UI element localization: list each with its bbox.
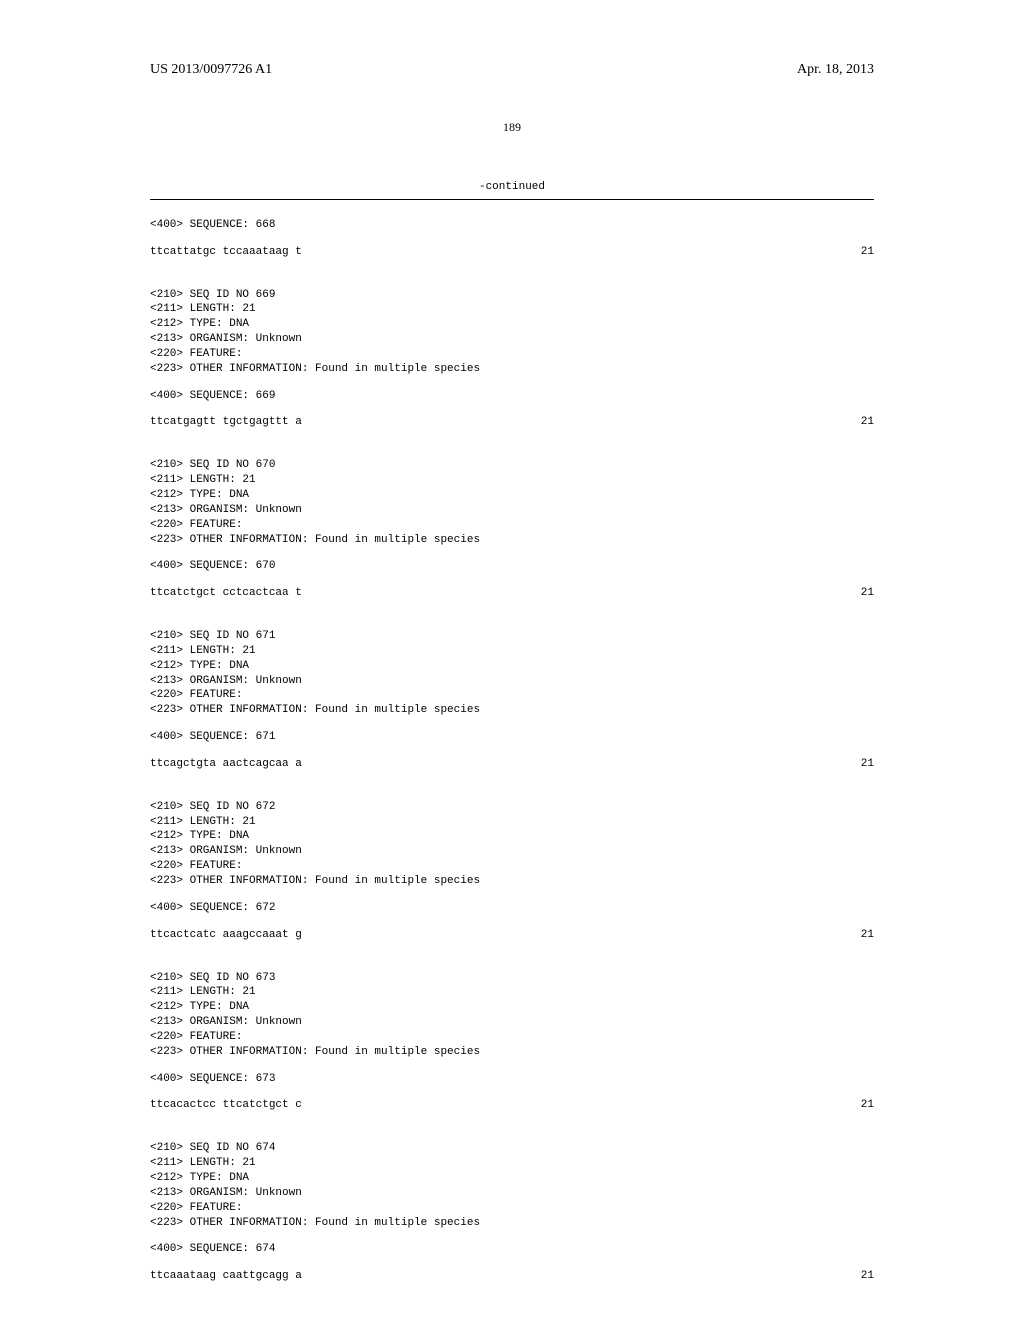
sequence-data-row: ttcatctgct cctcactcaa t 21 (150, 586, 874, 601)
sequence-header-line: <400> SEQUENCE: 670 (150, 559, 874, 574)
sequence-meta-line: <220> FEATURE: (150, 688, 874, 703)
sequence-meta-line: <210> SEQ ID NO 673 (150, 971, 874, 986)
sequence-data: ttcactcatc aaagccaaat g (150, 928, 302, 943)
sequence-meta-line: <211> LENGTH: 21 (150, 815, 874, 830)
header-date: Apr. 18, 2013 (797, 62, 874, 78)
sequence-data-row: ttcagctgta aactcagcaa a 21 (150, 757, 874, 772)
sequence-block: <210> SEQ ID NO 672<211> LENGTH: 21<212>… (150, 800, 874, 943)
sequence-header-line: <400> SEQUENCE: 668 (150, 218, 874, 233)
sequence-length: 21 (861, 928, 874, 943)
sequence-meta-line: <213> ORGANISM: Unknown (150, 503, 874, 518)
sequence-data-row: ttcattatgc tccaaataag t 21 (150, 245, 874, 260)
sequence-header-line: <400> SEQUENCE: 673 (150, 1072, 874, 1087)
sequence-block: <210> SEQ ID NO 673<211> LENGTH: 21<212>… (150, 971, 874, 1114)
sequence-meta-line: <220> FEATURE: (150, 1030, 874, 1045)
sequence-meta-line: <212> TYPE: DNA (150, 488, 874, 503)
sequence-data: ttcattatgc tccaaataag t (150, 245, 302, 260)
sequence-meta-line: <213> ORGANISM: Unknown (150, 332, 874, 347)
sequence-length: 21 (861, 245, 874, 260)
continued-label: -continued (150, 180, 874, 195)
sequence-meta-line: <210> SEQ ID NO 669 (150, 288, 874, 303)
sequence-meta-line: <213> ORGANISM: Unknown (150, 674, 874, 689)
sequence-meta-line: <220> FEATURE: (150, 859, 874, 874)
sequence-meta-line: <211> LENGTH: 21 (150, 985, 874, 1000)
sequence-header-line: <400> SEQUENCE: 671 (150, 730, 874, 745)
sequence-meta-line: <211> LENGTH: 21 (150, 644, 874, 659)
sequence-meta-line: <213> ORGANISM: Unknown (150, 1015, 874, 1030)
sequence-meta-line: <220> FEATURE: (150, 347, 874, 362)
sequence-length: 21 (861, 757, 874, 772)
sequence-data: ttcaaataag caattgcagg a (150, 1269, 302, 1284)
sequence-length: 21 (861, 415, 874, 430)
sequence-meta-line: <210> SEQ ID NO 670 (150, 458, 874, 473)
header-publication-number: US 2013/0097726 A1 (150, 62, 272, 78)
sequence-meta-line: <220> FEATURE: (150, 518, 874, 533)
sequence-block: <210> SEQ ID NO 671<211> LENGTH: 21<212>… (150, 629, 874, 772)
sequence-meta-line: <223> OTHER INFORMATION: Found in multip… (150, 362, 874, 377)
sequence-meta-line: <213> ORGANISM: Unknown (150, 1186, 874, 1201)
sequence-length: 21 (861, 586, 874, 601)
sequence-meta-line: <211> LENGTH: 21 (150, 473, 874, 488)
divider-line (150, 199, 874, 200)
page-number: 189 (0, 120, 1024, 135)
sequence-meta-line: <223> OTHER INFORMATION: Found in multip… (150, 1216, 874, 1231)
sequence-meta-line: <211> LENGTH: 21 (150, 1156, 874, 1171)
sequence-meta-line: <212> TYPE: DNA (150, 317, 874, 332)
sequence-block: <210> SEQ ID NO 670<211> LENGTH: 21<212>… (150, 458, 874, 601)
sequence-meta-line: <210> SEQ ID NO 674 (150, 1141, 874, 1156)
sequence-meta-line: <210> SEQ ID NO 672 (150, 800, 874, 815)
sequence-length: 21 (861, 1269, 874, 1284)
sequence-data-row: ttcacactcc ttcatctgct c 21 (150, 1098, 874, 1113)
sequence-data-row: ttcatgagtt tgctgagttt a 21 (150, 415, 874, 430)
sequence-meta-line: <212> TYPE: DNA (150, 1171, 874, 1186)
sequence-data: ttcatgagtt tgctgagttt a (150, 415, 302, 430)
sequence-data-row: ttcaaataag caattgcagg a 21 (150, 1269, 874, 1284)
sequence-meta-line: <212> TYPE: DNA (150, 829, 874, 844)
sequence-data: ttcatctgct cctcactcaa t (150, 586, 302, 601)
sequence-meta-line: <211> LENGTH: 21 (150, 302, 874, 317)
sequence-block: <210> SEQ ID NO 674<211> LENGTH: 21<212>… (150, 1141, 874, 1284)
sequence-listing-content: -continued <400> SEQUENCE: 668 ttcattatgc… (150, 180, 874, 1312)
sequence-header-line: <400> SEQUENCE: 674 (150, 1242, 874, 1257)
sequence-meta-line: <213> ORGANISM: Unknown (150, 844, 874, 859)
sequence-meta-line: <223> OTHER INFORMATION: Found in multip… (150, 703, 874, 718)
sequence-block: <400> SEQUENCE: 668 ttcattatgc tccaaataag… (150, 218, 874, 260)
sequence-header-line: <400> SEQUENCE: 672 (150, 901, 874, 916)
sequence-meta-line: <212> TYPE: DNA (150, 1000, 874, 1015)
sequence-meta-line: <223> OTHER INFORMATION: Found in multip… (150, 874, 874, 889)
sequence-meta-line: <212> TYPE: DNA (150, 659, 874, 674)
sequence-data: ttcagctgta aactcagcaa a (150, 757, 302, 772)
sequence-meta-line: <223> OTHER INFORMATION: Found in multip… (150, 1045, 874, 1060)
sequence-meta-line: <223> OTHER INFORMATION: Found in multip… (150, 533, 874, 548)
sequence-block: <210> SEQ ID NO 669<211> LENGTH: 21<212>… (150, 288, 874, 431)
sequence-length: 21 (861, 1098, 874, 1113)
sequence-data-row: ttcactcatc aaagccaaat g 21 (150, 928, 874, 943)
sequence-meta-line: <210> SEQ ID NO 671 (150, 629, 874, 644)
sequence-header-line: <400> SEQUENCE: 669 (150, 389, 874, 404)
sequence-meta-line: <220> FEATURE: (150, 1201, 874, 1216)
sequence-data: ttcacactcc ttcatctgct c (150, 1098, 302, 1113)
sequence-container: <400> SEQUENCE: 668 ttcattatgc tccaaataag… (150, 218, 874, 1284)
